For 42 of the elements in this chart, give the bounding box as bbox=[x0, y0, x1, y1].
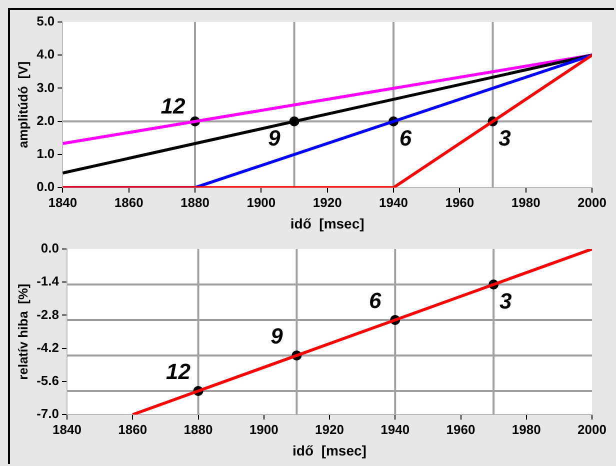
annotation: 9 bbox=[268, 125, 282, 150]
x-tick-label: 1940 bbox=[379, 194, 408, 210]
x-tick-label: 1980 bbox=[511, 194, 540, 210]
y-tick-label: 0.0 bbox=[40, 240, 59, 256]
x-tick-label: 2000 bbox=[578, 194, 606, 210]
y-tick-label: 1.0 bbox=[36, 146, 55, 162]
annotation: 12 bbox=[160, 93, 186, 118]
x-axis-title: idő [msec] bbox=[292, 442, 366, 458]
y-tick-label: 2.0 bbox=[36, 112, 55, 128]
x-tick-label: 1840 bbox=[52, 422, 82, 437]
annotation: 6 bbox=[369, 288, 382, 314]
x-tick-label: 2000 bbox=[578, 422, 606, 437]
x-axis-title: idő [msec] bbox=[290, 215, 364, 232]
y-tick-label: 0.0 bbox=[36, 179, 55, 194]
y-tick-label: -1.4 bbox=[36, 274, 60, 289]
x-tick-label: 1880 bbox=[180, 194, 210, 210]
annotation: 3 bbox=[499, 288, 512, 314]
y-tick-label: -4.2 bbox=[36, 340, 59, 355]
x-tick-label: 1900 bbox=[246, 194, 276, 210]
y-tick-label: -7.0 bbox=[36, 406, 59, 422]
x-tick-label: 1860 bbox=[114, 194, 144, 210]
y-tick-label: 3.0 bbox=[36, 80, 55, 95]
x-tick-label: 1960 bbox=[445, 194, 474, 210]
y-tick-label: 4.0 bbox=[36, 46, 55, 62]
annotation: 3 bbox=[498, 125, 511, 150]
annotation: 9 bbox=[270, 324, 284, 349]
y-tick-label: 5.0 bbox=[36, 14, 55, 29]
y-tick-label: -2.8 bbox=[36, 306, 59, 322]
y-axis-title: relatív hiba [%] bbox=[15, 284, 30, 380]
x-tick-label: 1920 bbox=[312, 194, 342, 210]
x-tick-label: 1900 bbox=[249, 422, 278, 437]
x-tick-label: 1840 bbox=[48, 194, 78, 210]
x-tick-label: 1860 bbox=[118, 422, 148, 437]
annotation: 12 bbox=[166, 359, 192, 384]
x-tick-label: 1880 bbox=[184, 422, 213, 437]
x-tick-label: 1960 bbox=[446, 422, 476, 437]
x-tick-label: 1940 bbox=[380, 422, 410, 437]
y-axis-title: amplitúdó [V] bbox=[15, 61, 30, 148]
x-tick-label: 1920 bbox=[315, 422, 344, 437]
x-tick-label: 1980 bbox=[512, 422, 541, 437]
y-tick-label: -5.6 bbox=[36, 373, 59, 388]
annotation: 6 bbox=[399, 125, 412, 150]
